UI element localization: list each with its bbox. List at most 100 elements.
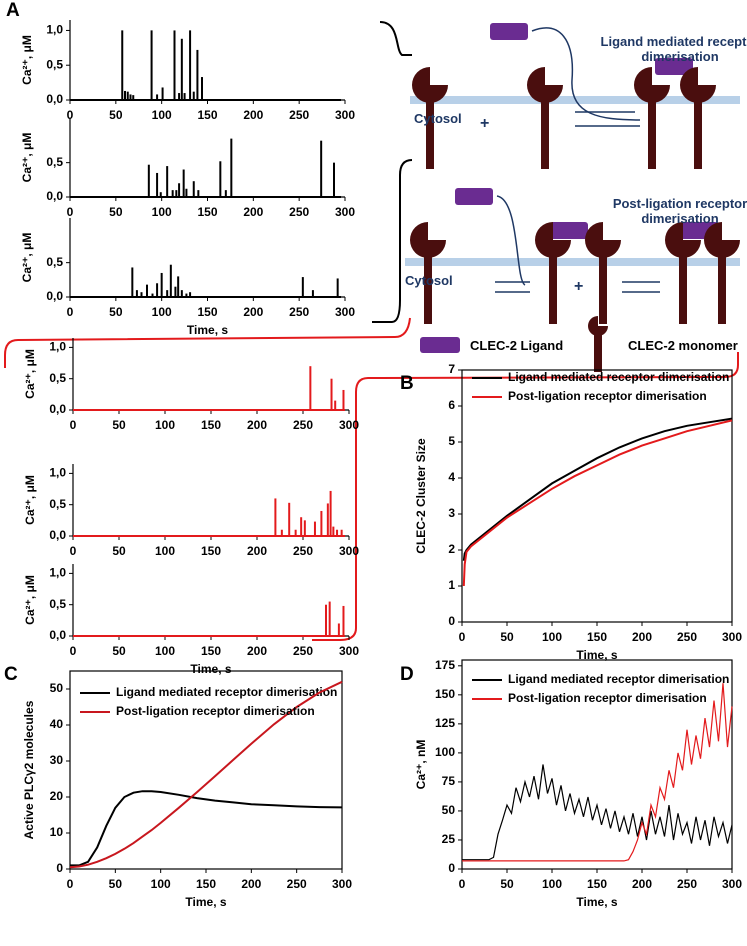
ligand [490,23,528,40]
x-tick-label: 250 [677,630,697,644]
x-tick-label: 150 [587,877,607,891]
y-axis-label: Ca²⁺, μM [23,475,37,525]
x-tick-label: 0 [459,630,466,644]
y-tick-label: 175 [435,658,455,672]
plot-frame [461,369,733,623]
x-tick-label: 100 [155,644,175,658]
receptor-stem [424,256,432,324]
x-tick-label: 100 [155,544,175,558]
bracket [4,317,411,368]
x-tick-label: 100 [152,305,172,319]
receptor-head [527,67,563,103]
x-tick-label: 100 [151,877,171,891]
x-tick-label: 100 [155,418,175,432]
x-tick-label: 0 [67,305,74,319]
y-tick-label: 0 [448,614,455,628]
x-tick-label: 100 [542,630,562,644]
receptor-stem [718,256,726,324]
y-tick-label: 7 [448,362,455,376]
x-tick-label: 200 [243,205,263,219]
series-line [462,683,733,862]
x-axis-label: Time, s [187,323,228,337]
receptor-stem [541,101,549,169]
receptor-head [585,222,621,258]
y-tick-label: 0,0 [49,528,66,542]
series-line [462,419,733,587]
receptor-head [665,222,701,258]
x-tick-label: 250 [293,644,313,658]
y-axis-label: Ca²⁺, μM [20,35,34,85]
x-tick-label: 0 [70,644,77,658]
x-tick-label: 300 [722,877,742,891]
receptor-stem [599,256,607,324]
panel-label: D [400,664,414,685]
y-tick-label: 5 [448,434,455,448]
x-tick-label: 200 [247,644,267,658]
x-tick-label: 50 [500,630,514,644]
arrow [531,27,641,121]
panel-label: B [400,373,414,394]
y-tick-label: 0 [448,861,455,875]
x-tick-label: 300 [332,877,352,891]
x-tick-label: 300 [722,630,742,644]
membrane [405,258,740,266]
plot-frame [69,670,343,870]
diagram-shapes [4,21,740,641]
x-tick-label: 250 [289,205,309,219]
y-tick-label: 0,0 [49,628,66,642]
y-axis-label: Ca²⁺, nM [414,740,428,790]
y-tick-label: 0,5 [49,597,66,611]
y-tick-label: 50 [50,681,64,695]
y-tick-label: 0 [56,861,63,875]
x-tick-label: 50 [109,108,123,122]
y-tick-label: 40 [50,717,64,731]
receptor-stem [426,101,434,169]
x-tick-label: 50 [500,877,514,891]
diagram-title: Post-ligation receptor dimerisation [612,196,747,226]
x-tick-label: 250 [289,305,309,319]
y-tick-label: 0,0 [46,189,63,203]
receptor-head [704,222,740,258]
y-tick-label: 1,0 [49,566,66,580]
x-tick-label: 300 [339,418,359,432]
plus: + [480,115,490,132]
plus: + [574,278,584,295]
receptor-head [680,67,716,103]
y-tick-label: 0,5 [46,255,63,269]
x-tick-label: 150 [197,108,217,122]
legend-label: Post-ligation receptor dimerisation [508,389,707,403]
x-tick-label: 200 [243,108,263,122]
x-tick-label: 250 [677,877,697,891]
x-tick-label: 250 [287,877,307,891]
y-tick-label: 0,0 [49,402,66,416]
x-tick-label: 150 [201,418,221,432]
y-tick-label: 0,0 [46,92,63,106]
legend-label: Ligand mediated receptor dimerisation [508,370,729,384]
x-tick-label: 300 [335,205,355,219]
y-tick-label: 2 [448,542,455,556]
y-tick-label: 0,5 [49,371,66,385]
y-axis-label: Ca²⁺, μM [23,349,37,399]
x-tick-label: 0 [70,418,77,432]
x-tick-label: 50 [109,305,123,319]
x-tick-label: 200 [241,877,261,891]
y-tick-label: 1,0 [49,340,66,354]
series-line [462,764,733,861]
receptor-stem [679,256,687,324]
x-tick-label: 150 [587,630,607,644]
y-axis-label: Active PLCγ2 molecules [22,700,36,839]
y-tick-label: 1,0 [46,23,63,37]
ligand [420,337,460,353]
y-tick-label: 0,5 [49,497,66,511]
series-line [462,417,733,561]
x-tick-label: 150 [197,305,217,319]
bracket [379,21,412,56]
panel-label: A [6,0,20,21]
legend-text: CLEC-2 Ligand [470,338,564,353]
x-tick-label: 50 [109,205,123,219]
x-tick-label: 250 [293,418,313,432]
cytosol: Cytosol [414,111,462,126]
x-tick-label: 300 [335,305,355,319]
y-tick-label: 50 [442,803,456,817]
